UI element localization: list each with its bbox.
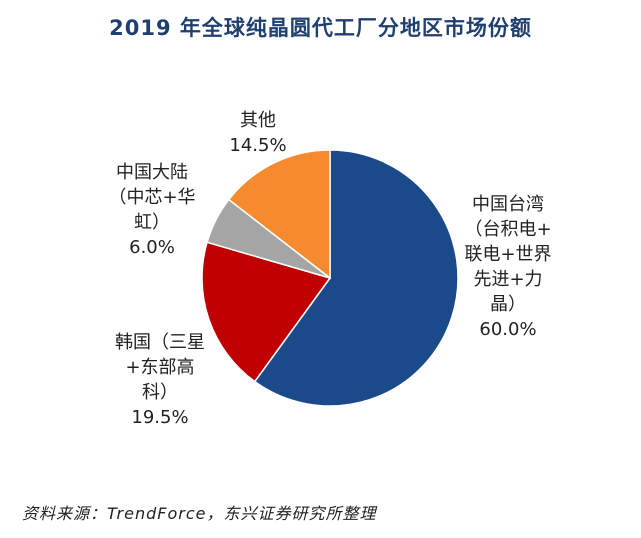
slice-name-line: 中国台湾 (472, 194, 544, 215)
slice-name-line: （台积电+ (464, 219, 551, 240)
slice-mainland-label: 中国大陆 （中芯+华虹） 6.0% (108, 162, 195, 258)
slice-name-line: （中芯+华 (108, 187, 195, 208)
slice-name-line: 其他 (240, 110, 276, 131)
source-note: 资料来源：TrendForce，东兴证券研究所整理 (22, 504, 377, 523)
slice-name-line: 中国大陆 (116, 162, 188, 183)
slice-value-label: 6.0% (129, 237, 175, 258)
slice-value-label: 19.5% (131, 407, 188, 428)
slice-other-label: 其他 14.5% (229, 110, 286, 156)
slice-taiwan-label: 中国台湾 （台积电+ 联电+世界先进+力晶） 60.0% (464, 194, 551, 340)
slice-name-line: 联电+世界 (464, 244, 551, 265)
slice-name-line: 晶） (490, 294, 526, 315)
slice-value-label: 14.5% (229, 135, 286, 156)
slice-name-line: 虹） (134, 212, 170, 233)
slice-other (227, 149, 331, 280)
slice-korea (201, 241, 332, 383)
slice-name-line: +东部高 (125, 357, 194, 378)
slice-korea-label: 韩国（三星 +东部高科） 19.5% (115, 332, 205, 428)
slice-value-label: 60.0% (479, 319, 536, 340)
slice-name-line: 韩国（三星 (115, 332, 205, 353)
chart-title: 2019 年全球纯晶圆代工厂分地区市场份额 (109, 16, 532, 40)
slice-name-line: 先进+力 (473, 269, 542, 290)
slice-name-line: 科） (142, 382, 178, 403)
slice-taiwan (253, 149, 459, 407)
